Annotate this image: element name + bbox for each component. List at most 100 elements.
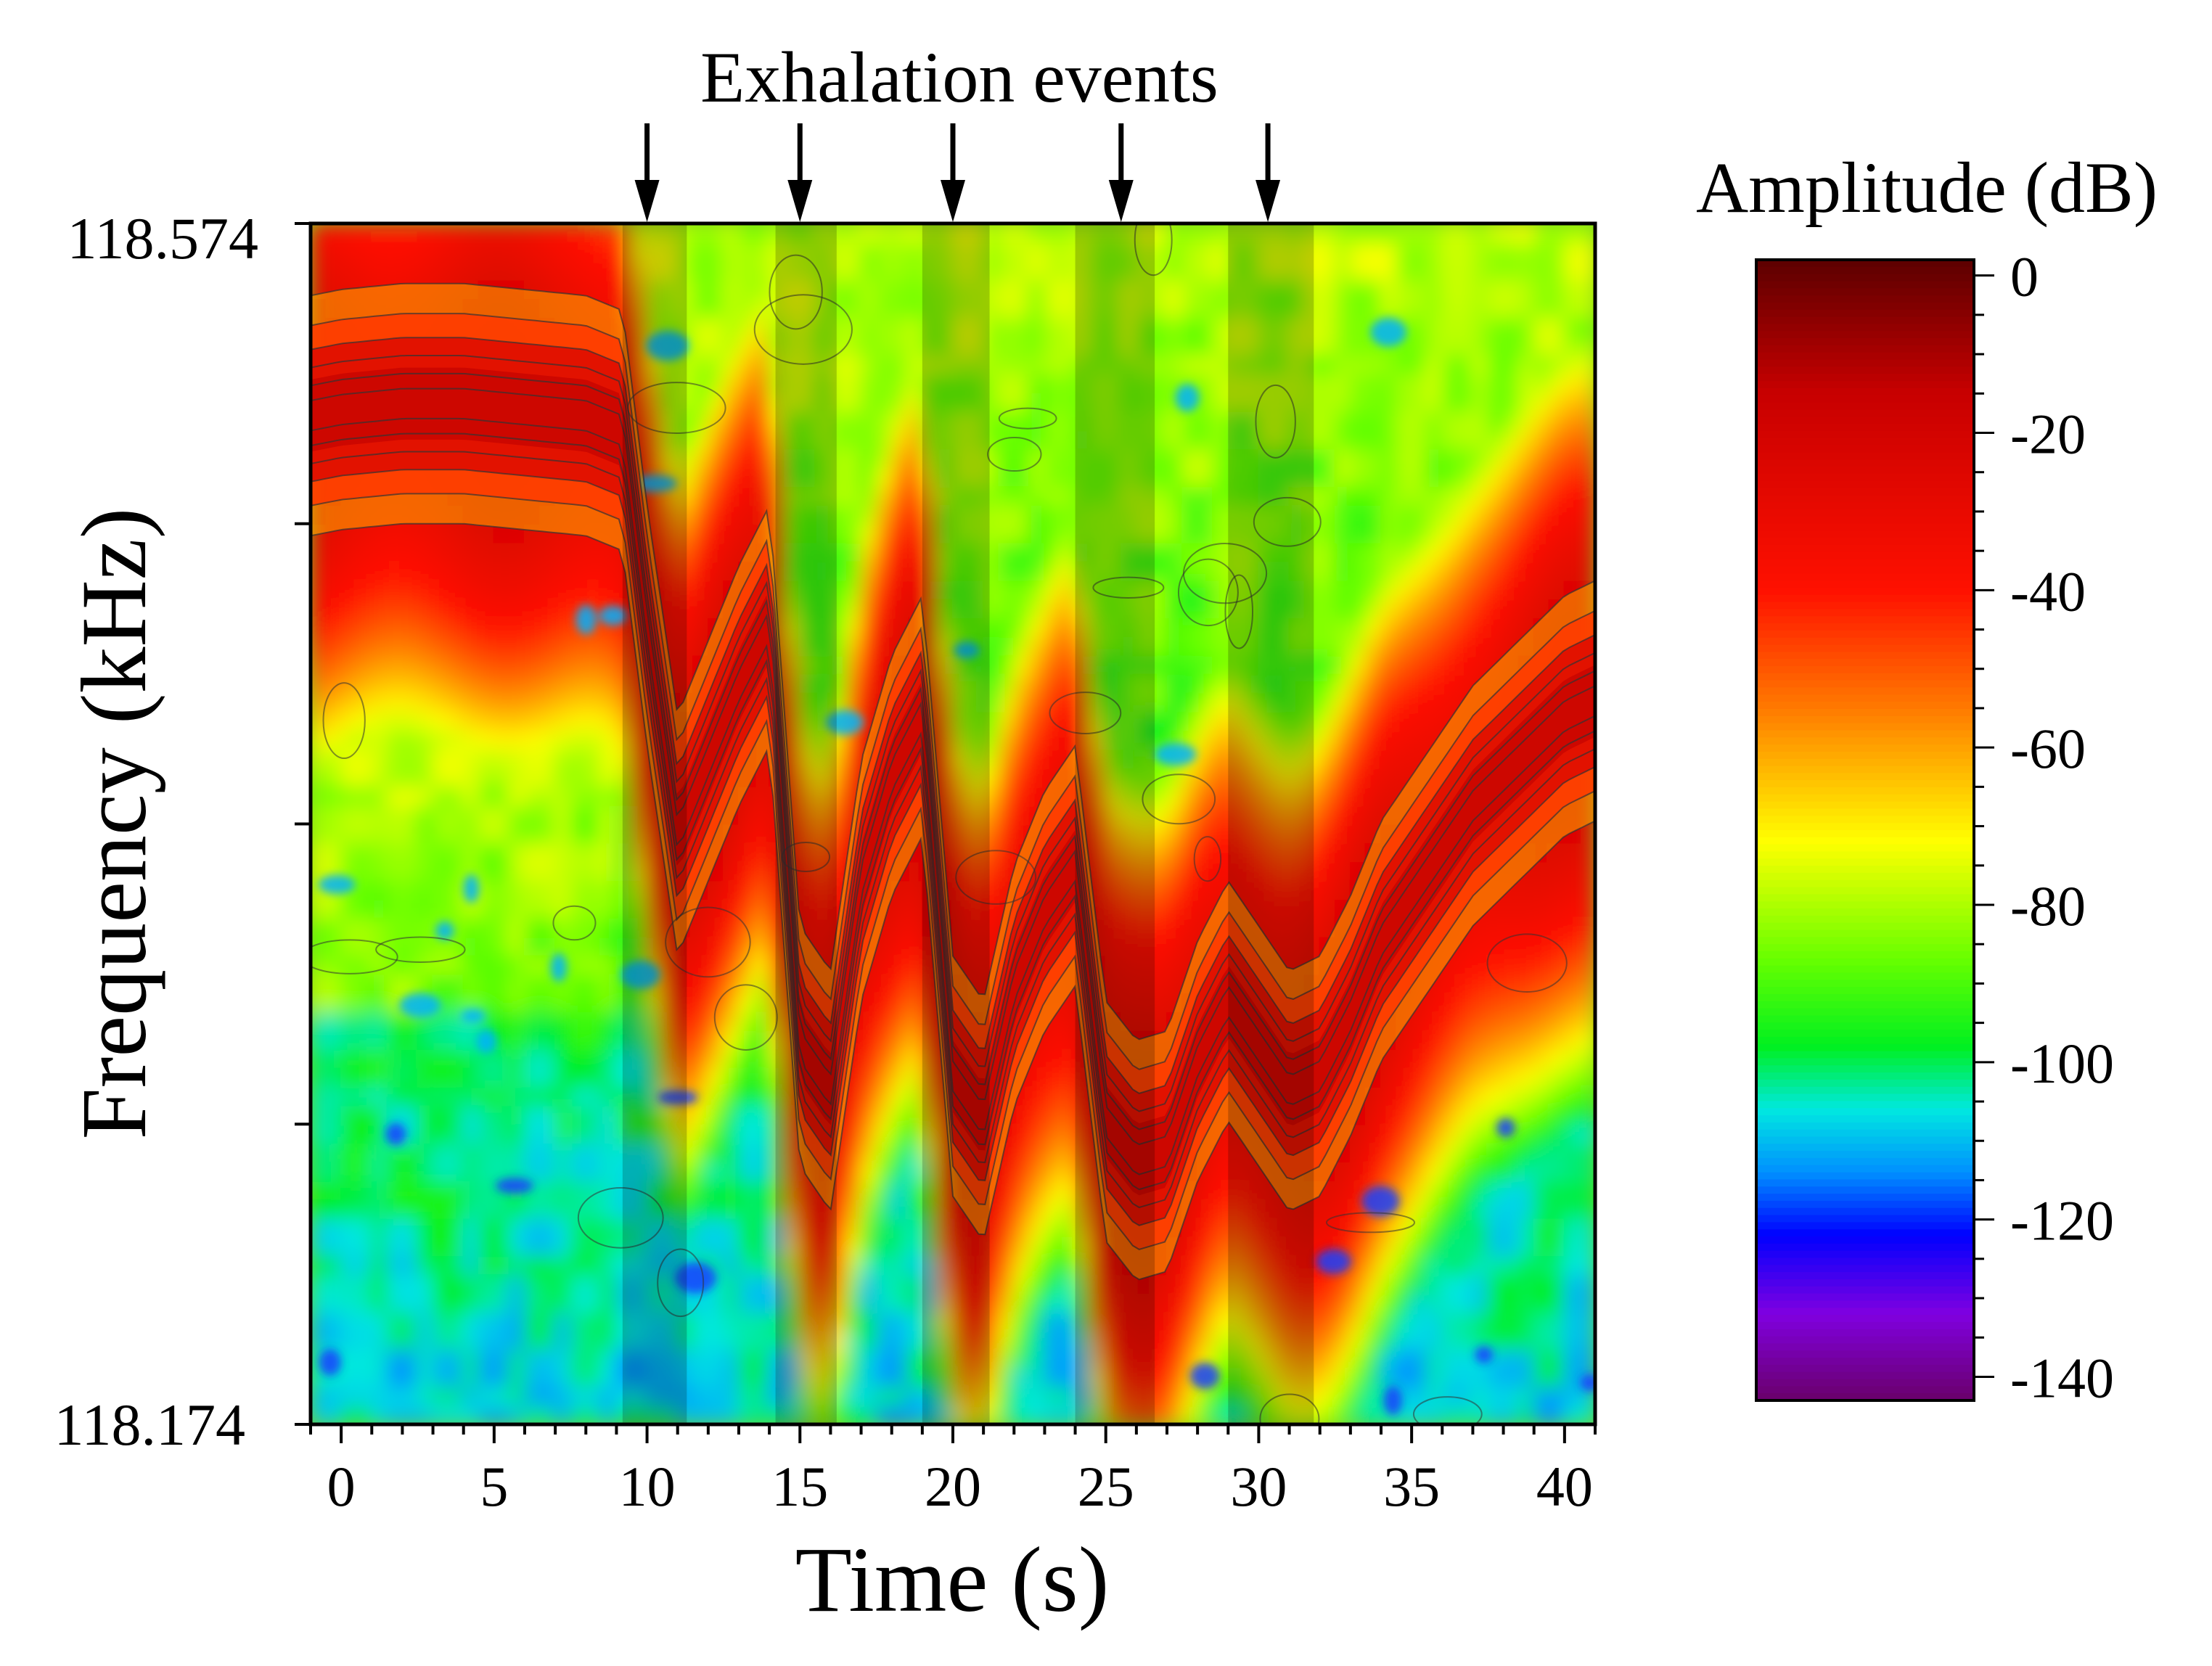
amplitude-cell <box>539 260 557 281</box>
amplitude-cell <box>539 1067 557 1088</box>
amplitude-cell <box>983 710 1000 731</box>
amplitude-cell <box>371 541 388 562</box>
amplitude-cell <box>1380 1067 1398 1088</box>
amplitude-cell <box>585 1310 602 1331</box>
amplitude-cell <box>1426 1179 1443 1200</box>
amplitude-cell <box>1120 1405 1137 1424</box>
amplitude-cell <box>1013 354 1031 374</box>
amplitude-cell <box>585 1104 602 1125</box>
amplitude-cell <box>1319 260 1336 281</box>
amplitude-cell <box>1181 916 1199 937</box>
amplitude-cell <box>646 298 663 319</box>
amplitude-cell <box>906 522 923 543</box>
amplitude-cell <box>554 916 572 937</box>
amplitude-cell <box>356 617 373 637</box>
amplitude-cell <box>1258 354 1275 374</box>
amplitude-cell <box>952 410 970 431</box>
amplitude-cell <box>1472 954 1489 975</box>
amplitude-cell <box>493 748 510 768</box>
amplitude-cell <box>1487 1310 1504 1331</box>
amplitude-cell <box>661 1405 679 1424</box>
amplitude-cell <box>1426 1029 1443 1050</box>
amplitude-cell <box>447 1255 464 1276</box>
amplitude-cell <box>432 1123 449 1144</box>
amplitude-cell <box>1135 354 1152 374</box>
amplitude-cell <box>1288 879 1306 900</box>
amplitude-cell <box>1227 429 1245 450</box>
amplitude-cell <box>1212 335 1229 356</box>
amplitude-cell <box>1212 579 1229 600</box>
amplitude-cell <box>1411 1367 1428 1388</box>
amplitude-cell <box>1426 354 1443 374</box>
amplitude-cell <box>784 1405 801 1424</box>
amplitude-cell <box>631 1292 648 1313</box>
amplitude-cell <box>1273 729 1290 750</box>
amplitude-cell <box>967 1367 985 1388</box>
amplitude-cell <box>1150 1011 1168 1031</box>
amplitude-cell <box>615 935 633 956</box>
amplitude-cell <box>692 1236 709 1257</box>
amplitude-cell <box>921 279 938 300</box>
amplitude-cell <box>952 241 970 262</box>
amplitude-cell <box>631 316 648 337</box>
amplitude-cell <box>340 954 358 975</box>
amplitude-cell <box>340 617 358 637</box>
amplitude-cell <box>1197 1386 1214 1407</box>
amplitude-cell <box>462 560 480 581</box>
amplitude-cell <box>1044 1329 1061 1350</box>
amplitude-cell <box>952 354 970 374</box>
amplitude-cell <box>524 992 541 1013</box>
amplitude-cell <box>921 298 938 319</box>
amplitude-cell <box>478 617 495 637</box>
amplitude-cell <box>1074 316 1091 337</box>
amplitude-cell <box>998 241 1015 262</box>
amplitude-cell <box>738 1029 755 1050</box>
amplitude-cell <box>1212 1236 1229 1257</box>
amplitude-cell <box>539 598 557 619</box>
amplitude-cell <box>1212 1160 1229 1181</box>
amplitude-cell <box>1166 467 1184 488</box>
amplitude-cell <box>784 1329 801 1350</box>
amplitude-cell <box>860 410 877 431</box>
amplitude-cell <box>554 1386 572 1407</box>
amplitude-cell <box>814 298 832 319</box>
amplitude-cell <box>1227 1348 1245 1369</box>
amplitude-cell <box>769 1329 786 1350</box>
amplitude-cell <box>890 1104 908 1125</box>
amplitude-cell <box>524 673 541 694</box>
amplitude-cell <box>845 391 862 412</box>
amplitude-cell <box>830 842 847 863</box>
amplitude-cell <box>554 1179 572 1200</box>
amplitude-cell <box>814 1329 832 1350</box>
amplitude-cell <box>1457 1198 1474 1219</box>
amplitude-cell <box>478 1348 495 1369</box>
amplitude-cell <box>1120 560 1137 581</box>
amplitude-cell <box>1089 729 1107 750</box>
amplitude-cell <box>799 1217 816 1238</box>
amplitude-cell <box>447 635 464 656</box>
amplitude-cell <box>1380 598 1398 619</box>
amplitude-cell <box>983 785 1000 806</box>
amplitude-cell <box>417 1405 434 1424</box>
amplitude-cell <box>1135 467 1152 488</box>
amplitude-cell <box>1364 729 1382 750</box>
amplitude-cell <box>1364 485 1382 506</box>
amplitude-cell <box>447 1310 464 1331</box>
amplitude-cell <box>508 766 525 787</box>
amplitude-cell <box>1334 654 1351 675</box>
amplitude-cell <box>707 1160 724 1181</box>
amplitude-cell <box>570 935 587 956</box>
amplitude-cell <box>1089 1348 1107 1369</box>
amplitude-cell <box>738 879 755 900</box>
amplitude-cell <box>1334 579 1351 600</box>
amplitude-cell <box>325 1029 343 1050</box>
amplitude-cell <box>1044 448 1061 469</box>
amplitude-cell <box>646 1405 663 1424</box>
amplitude-cell <box>738 1067 755 1088</box>
amplitude-cell <box>1426 316 1443 337</box>
amplitude-cell <box>1197 429 1214 450</box>
amplitude-cell <box>875 241 893 262</box>
amplitude-cell <box>1227 504 1245 525</box>
amplitude-cell <box>1227 467 1245 488</box>
amplitude-cell <box>1120 354 1137 374</box>
